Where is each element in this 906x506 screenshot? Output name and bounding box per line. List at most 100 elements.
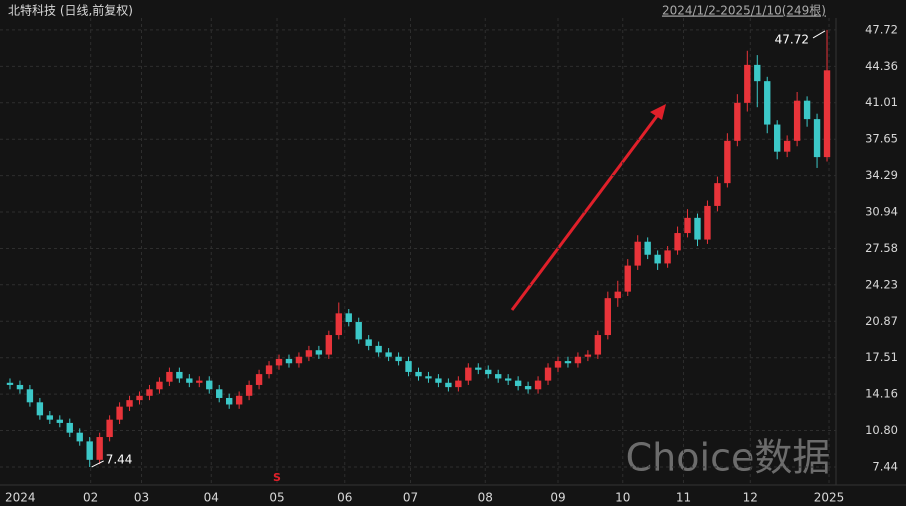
y-tick-label: 37.65 <box>865 132 898 146</box>
candle-body <box>574 356 582 364</box>
candle-body <box>694 217 701 240</box>
candle-body <box>216 389 223 398</box>
candle-body <box>674 233 681 251</box>
candle-body <box>176 371 183 379</box>
candle-body <box>265 365 273 375</box>
candle-body <box>206 380 213 390</box>
candle-body <box>405 361 412 372</box>
candle-body <box>415 371 422 377</box>
candle-body <box>594 335 602 355</box>
candle-body <box>734 102 741 141</box>
candle-body <box>495 374 502 379</box>
signal-marker: S <box>273 471 281 484</box>
candle-body <box>554 361 562 368</box>
candle-body <box>584 354 592 357</box>
candle-body <box>604 298 612 336</box>
candle-body <box>196 380 203 383</box>
x-tick-label: 04 <box>204 491 219 505</box>
candle-body <box>544 367 552 381</box>
candle-body <box>26 389 34 403</box>
candle-body <box>793 100 801 141</box>
candle-body <box>485 369 492 375</box>
candle-body <box>245 384 253 396</box>
candle-body <box>225 397 233 405</box>
candle-body <box>126 400 133 407</box>
x-tick-label: 02 <box>83 491 98 505</box>
candle-body <box>783 140 791 152</box>
candle-body <box>315 350 323 355</box>
candle-body <box>56 419 63 423</box>
candle-body <box>66 422 73 433</box>
x-tick-label: 08 <box>478 491 493 505</box>
x-tick-label: 07 <box>403 491 418 505</box>
chart-title: 北特科技 (日线,前复权) <box>8 3 133 18</box>
candle-body <box>724 140 731 184</box>
candle-body <box>106 419 113 438</box>
candle-body <box>295 356 303 364</box>
candle-body <box>136 395 143 401</box>
candle-body <box>355 322 362 340</box>
candle-body <box>634 241 641 266</box>
y-tick-label: 34.29 <box>865 168 898 182</box>
candle-body <box>255 374 263 385</box>
candle-body <box>6 382 14 385</box>
range-label[interactable]: 2024/1/2-2025/1/10(249根) <box>662 4 826 18</box>
candle-body <box>644 241 651 255</box>
y-tick-label: 7.44 <box>872 459 898 473</box>
watermark: Choice数据 <box>626 436 831 480</box>
x-tick-label: 11 <box>676 491 691 505</box>
candle-body <box>76 432 83 442</box>
x-tick-label: 12 <box>743 491 758 505</box>
candle-body <box>514 380 522 387</box>
candle-body <box>614 291 621 299</box>
candle-body <box>704 205 711 240</box>
candle-body <box>624 265 631 292</box>
candle-body <box>564 361 572 364</box>
candle-body <box>714 183 721 206</box>
y-tick-label: 27.58 <box>865 241 898 255</box>
candle-body <box>86 441 93 460</box>
y-tick-label: 20.87 <box>865 314 898 328</box>
candle-body <box>375 345 382 353</box>
candle-body <box>504 378 512 381</box>
candle-body <box>365 339 372 346</box>
candle-body <box>654 254 661 264</box>
x-tick-label: 03 <box>134 491 149 505</box>
candle-body <box>335 313 342 336</box>
x-tick-label: 10 <box>615 491 630 505</box>
x-tick-label: 06 <box>337 491 352 505</box>
y-tick-label: 17.51 <box>865 350 898 364</box>
candle-body <box>146 389 153 396</box>
y-tick-label: 24.23 <box>865 277 898 291</box>
candle-body <box>156 381 163 390</box>
min-label: 7.44 <box>106 452 133 466</box>
candle-body <box>395 356 402 362</box>
candle-body <box>46 415 54 420</box>
candle-body <box>475 367 482 370</box>
candle-body <box>455 380 462 388</box>
y-tick-label: 44.36 <box>865 59 898 73</box>
candle-body <box>813 119 821 158</box>
candle-body <box>445 382 452 388</box>
candle-body <box>664 250 671 264</box>
x-tick-label: 2025 <box>814 491 845 505</box>
candle-body <box>425 376 432 379</box>
candle-body <box>116 406 123 420</box>
candle-body <box>754 64 761 82</box>
y-tick-label: 30.94 <box>865 205 898 219</box>
candle-body <box>823 70 831 158</box>
trend-arrow <box>510 111 662 311</box>
candle-body <box>524 386 532 390</box>
candle-body <box>534 380 542 390</box>
candle-body <box>385 352 392 357</box>
candle-body <box>96 437 103 460</box>
x-tick-label: 2024 <box>5 491 36 505</box>
candle-body <box>803 100 811 120</box>
candle-body <box>684 217 691 234</box>
candle-body <box>36 402 44 416</box>
y-tick-label: 14.16 <box>865 387 898 401</box>
annotation-arrow <box>812 30 826 39</box>
candle-body <box>325 335 333 355</box>
candle-body <box>774 124 781 152</box>
